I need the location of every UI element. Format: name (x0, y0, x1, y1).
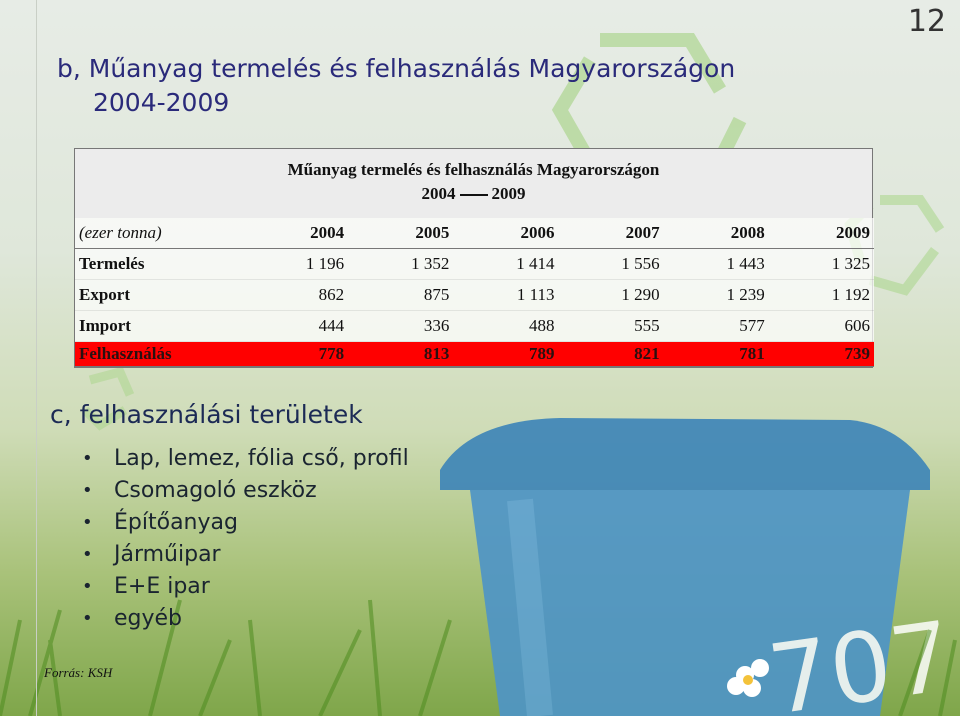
list-item-label: Csomagoló eszköz (114, 478, 317, 503)
table-cell: 1 443 (663, 248, 769, 280)
year-header: 2007 (558, 218, 664, 249)
table-cell: 813 (348, 341, 454, 367)
production-table: Műanyag termelés és felhasználás Magyaro… (74, 148, 874, 368)
table-cell: 488 (453, 310, 559, 342)
table-cell: 875 (348, 279, 454, 311)
table-cell: 555 (558, 310, 664, 342)
slide-number: 12 (907, 4, 946, 39)
list-item: • Lap, lemez, fólia cső, profil (72, 443, 409, 475)
table-caption: Műanyag termelés és felhasználás Magyaro… (74, 148, 873, 218)
table-cell: 781 (663, 341, 769, 367)
list-item: • Csomagoló eszköz (72, 475, 409, 507)
row-label: Felhasználás (75, 341, 243, 367)
bin-icon: 707 (440, 418, 959, 716)
table-cell: 1 239 (663, 279, 769, 311)
list-item: • Építőanyag (72, 507, 409, 539)
table-row-export: Export 862 875 1 113 1 290 1 239 1 192 (75, 279, 874, 311)
section-title-line1: b, Műanyag termelés és felhasználás Magy… (57, 54, 736, 83)
year-header: 2005 (348, 218, 454, 249)
uses-subtitle: c, felhasználási területek (50, 400, 363, 429)
grass (0, 599, 957, 716)
year-header: 2004 (243, 218, 349, 249)
table-row-termeles: Termelés 1 196 1 352 1 414 1 556 1 443 1… (75, 248, 874, 280)
row-label: Import (75, 310, 243, 342)
table-cell: 1 352 (348, 248, 454, 280)
year-header: 2009 (768, 218, 874, 249)
table-cell: 1 414 (453, 248, 559, 280)
table-header-row: (ezer tonna) 2004 2005 2006 2007 2008 20… (75, 218, 874, 249)
list-item: • E+E ipar (72, 571, 409, 603)
list-item-label: Építőanyag (114, 510, 238, 535)
table-cell: 336 (348, 310, 454, 342)
section-title: b, Műanyag termelés és felhasználás Magy… (57, 52, 817, 120)
table-cell: 1 556 (558, 248, 664, 280)
list-item-label: E+E ipar (114, 574, 210, 599)
table-cell: 1 325 (768, 248, 874, 280)
table-cell: 778 (243, 341, 349, 367)
list-item: • egyéb (72, 603, 409, 635)
table-row-felhasznalas: Felhasználás 778 813 789 821 781 739 (75, 341, 874, 367)
table-row-import: Import 444 336 488 555 577 606 (75, 310, 874, 342)
table-cell: 821 (558, 341, 664, 367)
table-caption-title: Műanyag termelés és felhasználás Magyaro… (287, 160, 660, 179)
list-item-label: Járműipar (114, 542, 221, 567)
bullet-icon: • (82, 608, 93, 629)
flower-icon (727, 659, 769, 697)
table-caption-years: 2004 2009 (75, 184, 872, 204)
section-title-line2: 2004-2009 (93, 88, 230, 117)
bullet-icon: • (82, 576, 93, 597)
year-header: 2008 (663, 218, 769, 249)
unit-label: (ezer tonna) (75, 218, 243, 249)
caption-year-from: 2004 (421, 184, 456, 203)
table-cell: 577 (663, 310, 769, 342)
table-cell: 789 (453, 341, 559, 367)
row-label: Export (75, 279, 243, 311)
table-cell: 1 192 (768, 279, 874, 311)
caption-year-to: 2009 (491, 184, 526, 203)
bullet-icon: • (82, 512, 93, 533)
list-item-label: Lap, lemez, fólia cső, profil (114, 446, 409, 471)
list-item-label: egyéb (114, 606, 183, 631)
source-note: Forrás: KSH (44, 665, 113, 680)
table-cell: 1 290 (558, 279, 664, 311)
table-cell: 1 113 (453, 279, 559, 311)
bullet-icon: • (82, 448, 93, 469)
row-label: Termelés (75, 248, 243, 280)
table-cell: 1 196 (243, 248, 349, 280)
year-header: 2006 (453, 218, 559, 249)
table-cell: 606 (768, 310, 874, 342)
data-table: (ezer tonna) 2004 2005 2006 2007 2008 20… (75, 218, 874, 367)
bullet-icon: • (82, 480, 93, 501)
caption-dash (459, 194, 488, 197)
table-cell: 739 (768, 341, 874, 367)
recycle-icon (81, 366, 135, 431)
list-item: • Járműipar (72, 539, 409, 571)
slide-frame (36, 0, 960, 716)
bullet-icon: • (82, 544, 93, 565)
table-cell: 444 (243, 310, 349, 342)
uses-list: • Lap, lemez, fólia cső, profil • Csomagol… (72, 443, 409, 635)
table-cell: 862 (243, 279, 349, 311)
